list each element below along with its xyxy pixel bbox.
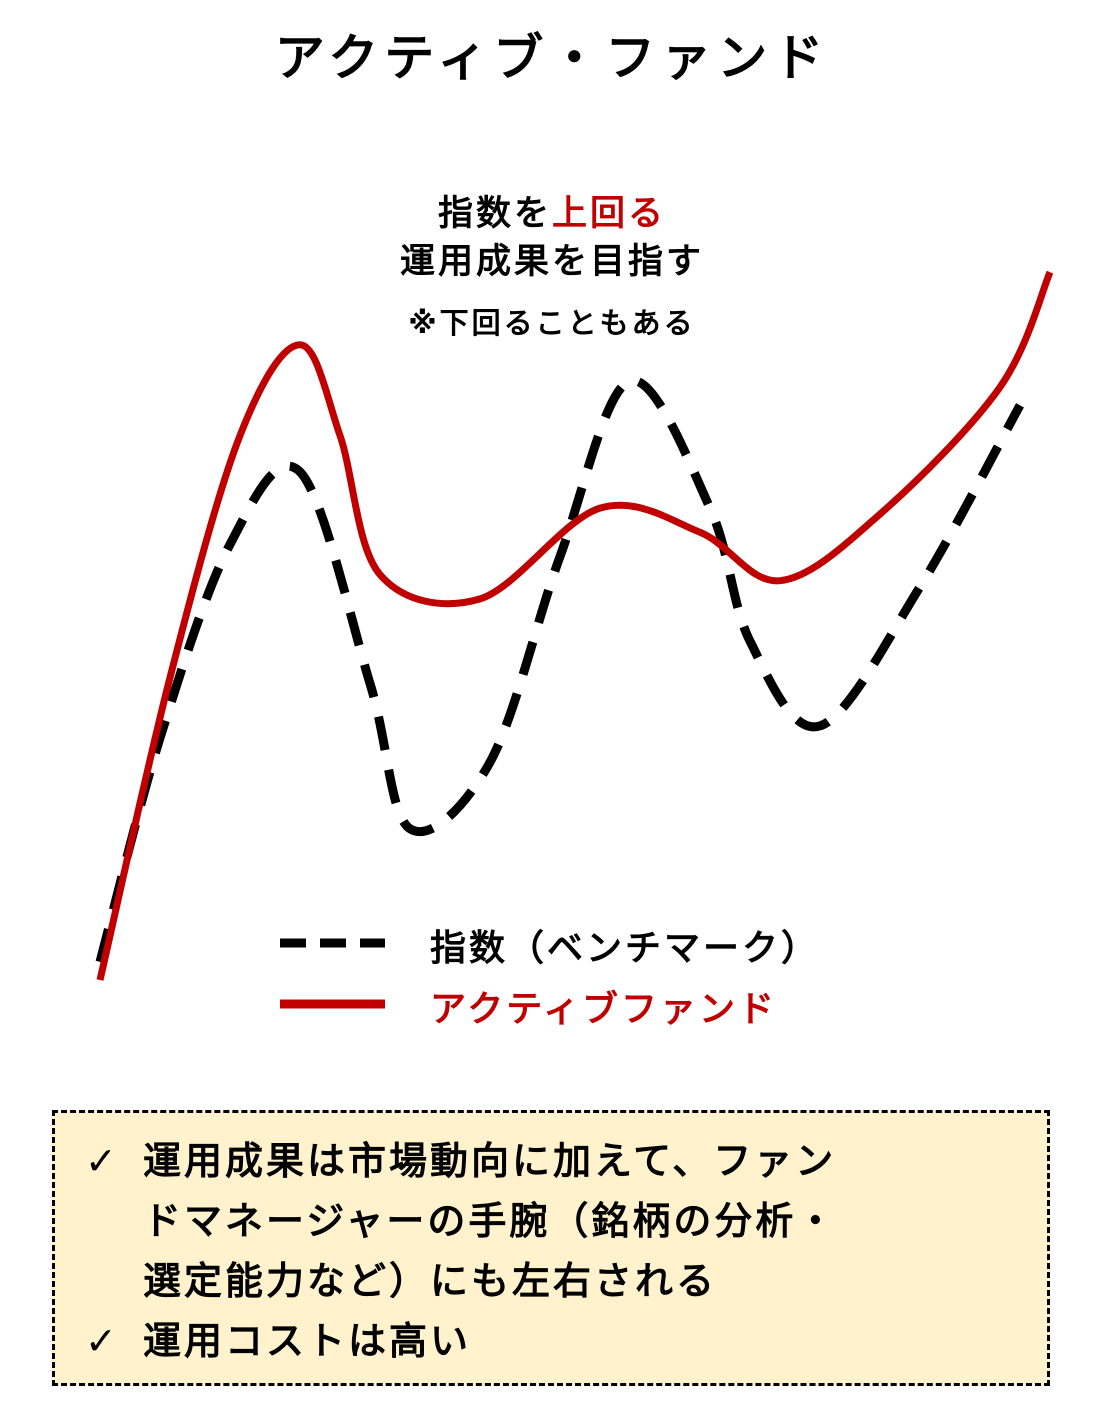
- series-line-index: [95, 376, 1024, 964]
- chart-caption: 指数を上回る 運用成果を目指す ※下回ることもある: [0, 190, 1104, 342]
- legend-label-active-fund: アクティブファンド: [430, 988, 777, 1030]
- legend: 指数（ベンチマーク） アクティブファンド: [280, 928, 820, 1030]
- caption-line-1: 指数を上回る: [0, 190, 1104, 238]
- caption-note: ※下回ることもある: [408, 306, 696, 340]
- notes-box: ✓ 運用成果は市場動向に加えて、ファン ドマネージャーの手腕（銘柄の分析・ 選定…: [52, 1110, 1050, 1386]
- note-1-line: 選定能力など）にも左右される: [143, 1259, 718, 1303]
- note-item-1: ✓ 運用成果は市場動向に加えて、ファン ドマネージャーの手腕（銘柄の分析・ 選定…: [85, 1131, 1027, 1311]
- caption-prefix: 指数を: [437, 194, 552, 234]
- note-1-line: ドマネージャーの手腕（銘柄の分析・: [143, 1199, 838, 1243]
- page-title: アクティブ・ファンド: [274, 29, 830, 87]
- legend-label-index: 指数（ベンチマーク）: [430, 928, 820, 969]
- series-line-active-fund: [96, 270, 1054, 981]
- note-item-2: ✓ 運用コストは高い: [85, 1311, 1027, 1371]
- caption-highlight: 上回る: [552, 194, 667, 234]
- note-1-line: 運用成果は市場動向に加えて、ファン: [143, 1139, 837, 1183]
- check-icon: ✓: [85, 1319, 120, 1363]
- note-text-1: 運用成果は市場動向に加えて、ファン ドマネージャーの手腕（銘柄の分析・ 選定能力…: [143, 1131, 837, 1311]
- check-icon: ✓: [85, 1139, 120, 1183]
- note-text-2: 運用コストは高い: [143, 1319, 472, 1363]
- line-chart: 指数（ベンチマーク） アクティブファンド: [95, 270, 1054, 1030]
- caption-line-2: 運用成果を目指す: [399, 242, 704, 282]
